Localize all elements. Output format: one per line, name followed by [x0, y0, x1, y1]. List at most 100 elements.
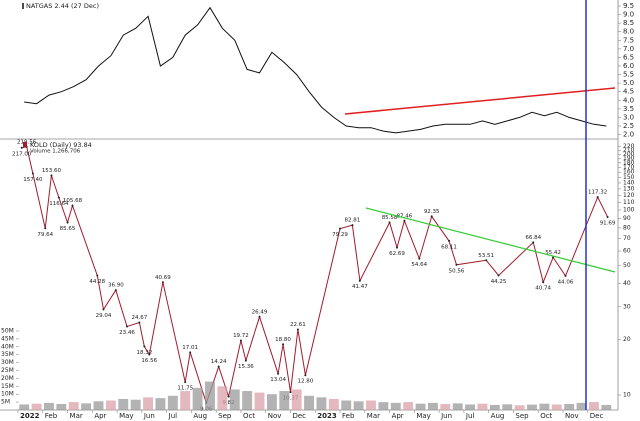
price-point [125, 325, 128, 328]
price-point [184, 381, 187, 384]
y2-tick-label: 5M [1, 399, 10, 406]
volume-bar [266, 394, 277, 410]
y-tick-label: 60 [623, 248, 631, 255]
price-label: 26.49 [252, 309, 268, 315]
legend-label: KOLD (Daily) 93.84 [30, 141, 92, 149]
price-label: 79.29 [332, 232, 348, 238]
x-tick-label: Jul [168, 412, 178, 420]
y-tick-label: 9.0 [623, 11, 634, 19]
price-label: 44.06 [558, 279, 574, 285]
y-tick-label: 9.5 [623, 2, 634, 10]
price-point [552, 256, 555, 259]
x-tick-label: Sep [218, 412, 232, 420]
price-point [258, 315, 261, 318]
price-label: 9.82 [222, 400, 234, 406]
volume-bar [601, 404, 612, 410]
price-label: 18.80 [275, 337, 291, 343]
price-label: 82.81 [345, 218, 361, 224]
y-tick-label: 150 [623, 174, 635, 181]
y2-tick-label: 30M [1, 359, 14, 366]
volume-bar [93, 401, 104, 410]
volume-bar [130, 399, 141, 410]
y-tick-label: 6.0 [623, 62, 634, 70]
price-point [430, 215, 433, 218]
price-point [161, 281, 164, 284]
volume-bar [304, 395, 315, 410]
y2-tick-label: 35M [1, 351, 14, 358]
price-label: 91.69 [600, 220, 616, 226]
volume-bar [366, 400, 376, 410]
price-point [66, 221, 69, 224]
y-tick-label: 130 [623, 185, 635, 192]
volume-bar [588, 402, 599, 410]
price-label: 217.00 [12, 151, 32, 157]
price-label: 153.60 [42, 168, 62, 174]
volume-bar [205, 381, 215, 410]
price-label: 36.90 [108, 283, 124, 289]
price-point [239, 339, 242, 342]
x-tick-label: Oct [243, 412, 255, 420]
price-label: 40.74 [535, 286, 551, 292]
volume-bar [167, 395, 178, 410]
price-point [277, 372, 280, 375]
price-label: 66.84 [525, 235, 541, 241]
price-label: 44.25 [491, 279, 507, 285]
x-tick-label: Jun [143, 412, 155, 420]
y-tick-label: 4.0 [623, 96, 634, 104]
y-tick-label: 6.5 [623, 53, 634, 61]
y-tick-label: 3.0 [623, 113, 634, 121]
volume-bar [341, 400, 352, 410]
x-tick-label: Aug [193, 412, 207, 420]
y2-tick-label: 25M [1, 367, 14, 374]
volume-bar [489, 404, 500, 410]
price-point [227, 395, 230, 398]
price-point [403, 219, 406, 222]
volume-bar [31, 403, 42, 410]
price-point [564, 274, 567, 277]
volume-bar [229, 389, 240, 410]
y-tick-label: 80 [623, 224, 631, 231]
y-tick-label: 7.5 [623, 36, 634, 44]
price-point [31, 172, 34, 175]
price-point [418, 257, 421, 260]
price-point [50, 174, 53, 177]
y2-tick-label: 40M [1, 343, 14, 350]
price-label: 15.36 [238, 364, 254, 370]
volume-bar [291, 389, 302, 410]
x-tick-label: Feb [342, 412, 355, 420]
y-tick-label: 40 [623, 280, 631, 287]
price-point [244, 359, 247, 362]
y-tick-label: 220 [623, 143, 635, 150]
price-label: 79.64 [37, 232, 53, 238]
x-tick-label: Mar [367, 412, 380, 420]
volume-bar [403, 402, 414, 410]
x-tick-label: Dec [590, 412, 604, 420]
price-label: 24.67 [132, 315, 148, 321]
x-tick-label: Mar [70, 412, 83, 420]
y2-tick-label: 15M [1, 383, 14, 390]
price-point [485, 259, 488, 262]
y-tick-label: 20 [623, 336, 631, 343]
volume-bar [576, 402, 587, 410]
y-tick-label: 110 [623, 199, 635, 206]
x-tick-label: Apr [392, 412, 404, 420]
price-point [217, 365, 220, 368]
y2-tick-label: 50M [1, 328, 14, 335]
price-label: 157.40 [23, 177, 43, 183]
y-tick-label: 10 [623, 392, 631, 399]
price-label: 85.58 [382, 215, 398, 221]
price-point [339, 227, 342, 230]
x-tick-label: Nov [268, 412, 282, 420]
x-tick-label: Jun [440, 412, 452, 420]
y-tick-label: 5.0 [623, 79, 634, 87]
trend-line-red [344, 87, 616, 115]
price-point [455, 263, 458, 266]
volume-bar [19, 404, 30, 410]
volume-bar [180, 391, 191, 410]
volume-bar [353, 401, 364, 410]
price-label: 23.46 [119, 330, 135, 336]
volume-bar [242, 391, 253, 410]
price-label: 54.64 [411, 262, 427, 268]
